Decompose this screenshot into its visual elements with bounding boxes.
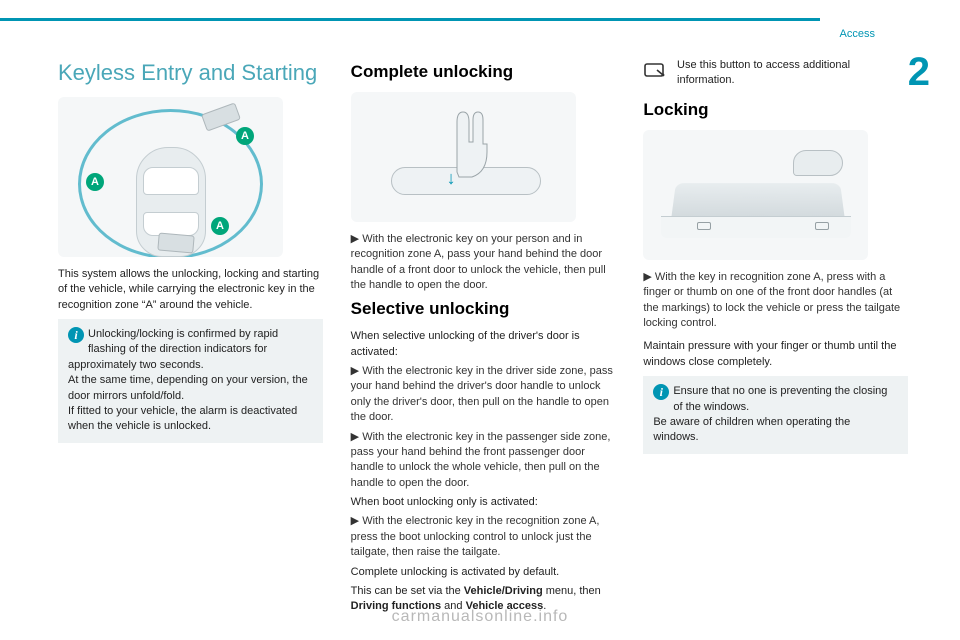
lock-marking: [815, 222, 829, 230]
figure-locking-handle: [643, 130, 868, 260]
title-keyless: Keyless Entry and Starting: [58, 58, 323, 89]
bullet-text: ▶ With the electronic key in the driver …: [351, 364, 616, 426]
heading-selective-unlocking: Selective unlocking: [351, 297, 616, 321]
heading-complete-unlocking: Complete unlocking: [351, 60, 616, 84]
paragraph: Maintain pressure with your finger or th…: [643, 339, 908, 370]
paragraph: When selective unlocking of the driver's…: [351, 329, 616, 360]
paragraph: When boot unlocking only is activated:: [351, 495, 616, 510]
info-line: Unlocking/locking is confirmed by rapid …: [68, 328, 278, 371]
text-run: menu, then: [543, 585, 601, 597]
arrow-down-icon: ↓: [447, 166, 456, 191]
key-fob-icon: [157, 232, 194, 253]
zone-badge-a: A: [236, 127, 254, 145]
car-rear-window: [143, 212, 199, 236]
car-windshield: [143, 167, 199, 195]
info-line: Ensure that no one is preventing the clo…: [673, 385, 887, 412]
figure-car-zones: A A A: [58, 97, 283, 257]
intro-text: This system allows the unlocking, lockin…: [58, 267, 323, 313]
hand-icon: [436, 102, 498, 182]
thumb-icon: [793, 150, 843, 176]
heading-locking: Locking: [643, 98, 908, 122]
zone-badge-a: A: [86, 173, 104, 191]
text-bold: Vehicle/Driving: [464, 585, 543, 597]
info-line: Be aware of children when operating the …: [653, 416, 850, 443]
info-icon: i: [68, 327, 84, 343]
info-box-unlocking: i Unlocking/locking is confirmed by rapi…: [58, 319, 323, 443]
touch-info-icon: [643, 58, 671, 90]
info-line: At the same time, depending on your vers…: [68, 374, 308, 401]
figure-hand-handle: ↓: [351, 92, 576, 222]
column-3: Use this button to access additional inf…: [643, 58, 908, 619]
bullet-text: ▶ With the electronic key in the passeng…: [351, 430, 616, 492]
page-number: 2: [908, 50, 930, 95]
paragraph: Complete unlocking is activated by defau…: [351, 565, 616, 580]
text-run: This can be set via the: [351, 585, 464, 597]
info-line: If fitted to your vehicle, the alarm is …: [68, 405, 297, 432]
column-2: Complete unlocking ↓ ▶ With the electron…: [351, 58, 616, 619]
bullet-text: ▶ With the electronic key in the recogni…: [351, 514, 616, 560]
bullet-text: ▶ With the key in recognition zone A, pr…: [643, 270, 908, 332]
info-box-windows: i Ensure that no one is preventing the c…: [643, 376, 908, 454]
section-header: Access: [840, 28, 875, 40]
column-1: Keyless Entry and Starting A A A This sy…: [58, 58, 323, 619]
bullet-text: ▶ With the electronic key on your person…: [351, 232, 616, 294]
top-accent-bar: [0, 18, 820, 21]
watermark-text: carmanualsonline.info: [392, 608, 569, 626]
content-columns: Keyless Entry and Starting A A A This sy…: [58, 58, 908, 619]
zone-badge-a: A: [211, 217, 229, 235]
touch-note-text: Use this button to access additional inf…: [677, 58, 908, 90]
lock-marking: [697, 222, 711, 230]
